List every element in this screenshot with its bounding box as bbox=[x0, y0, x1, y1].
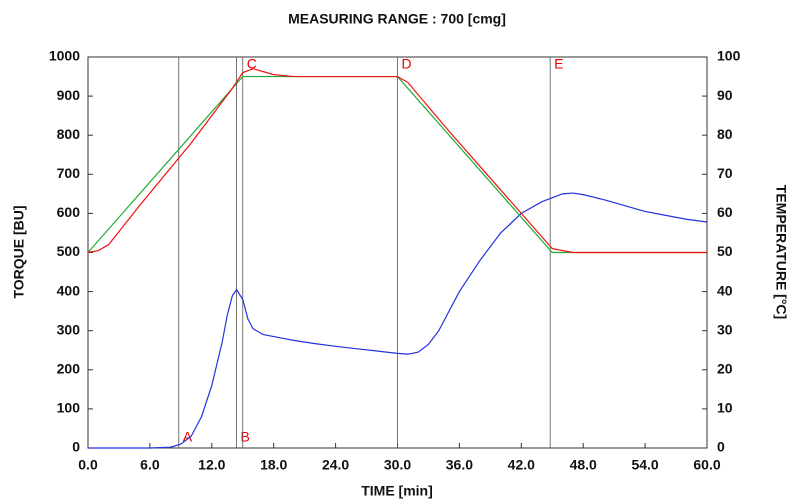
y-axis-label: TORQUE [BU] bbox=[11, 205, 27, 298]
chart-title: MEASURING RANGE : 700 [cmg] bbox=[288, 11, 506, 27]
y-tick-label: 900 bbox=[57, 87, 81, 103]
x-tick-label: 36.0 bbox=[446, 457, 473, 473]
event-label: E bbox=[554, 56, 563, 72]
y-tick-label: 300 bbox=[57, 321, 81, 337]
y-tick-label: 100 bbox=[57, 400, 81, 416]
y2-axis-label: TEMPERATURE [°C] bbox=[773, 185, 789, 319]
x-tick-label: 54.0 bbox=[631, 457, 658, 473]
y2-tick-label: 30 bbox=[717, 321, 733, 337]
event-label: B bbox=[241, 429, 250, 445]
x-tick-label: 6.0 bbox=[140, 457, 160, 473]
x-tick-label: 48.0 bbox=[570, 457, 597, 473]
y2-tick-label: 10 bbox=[717, 400, 733, 416]
x-tick-label: 12.0 bbox=[198, 457, 225, 473]
event-label: C bbox=[247, 56, 257, 72]
y-tick-label: 1000 bbox=[49, 48, 80, 64]
x-tick-label: 60.0 bbox=[693, 457, 720, 473]
y2-tick-label: 60 bbox=[717, 204, 733, 220]
y-tick-label: 600 bbox=[57, 204, 81, 220]
y2-tick-label: 80 bbox=[717, 126, 733, 142]
y2-tick-label: 70 bbox=[717, 165, 733, 181]
y-tick-label: 400 bbox=[57, 282, 81, 298]
x-tick-label: 42.0 bbox=[508, 457, 535, 473]
x-tick-label: 0.0 bbox=[78, 457, 98, 473]
y-tick-label: 800 bbox=[57, 126, 81, 142]
y-tick-label: 700 bbox=[57, 165, 81, 181]
series-line bbox=[88, 192, 708, 449]
y2-tick-label: 50 bbox=[717, 243, 733, 259]
y2-tick-label: 90 bbox=[717, 87, 733, 103]
y-tick-label: 0 bbox=[72, 439, 80, 455]
y2-tick-label: 20 bbox=[717, 361, 733, 377]
event-label: D bbox=[402, 56, 412, 72]
x-axis-label: TIME [min] bbox=[361, 483, 433, 499]
y2-tick-label: 0 bbox=[717, 439, 725, 455]
y-tick-label: 200 bbox=[57, 361, 81, 377]
y2-tick-label: 100 bbox=[717, 48, 741, 64]
x-tick-label: 24.0 bbox=[322, 457, 349, 473]
x-tick-label: 30.0 bbox=[384, 457, 411, 473]
y-tick-label: 500 bbox=[57, 243, 81, 259]
x-tick-label: 18.0 bbox=[260, 457, 287, 473]
series-line bbox=[87, 68, 707, 254]
event-label: A bbox=[183, 429, 193, 445]
y2-tick-label: 40 bbox=[717, 282, 733, 298]
